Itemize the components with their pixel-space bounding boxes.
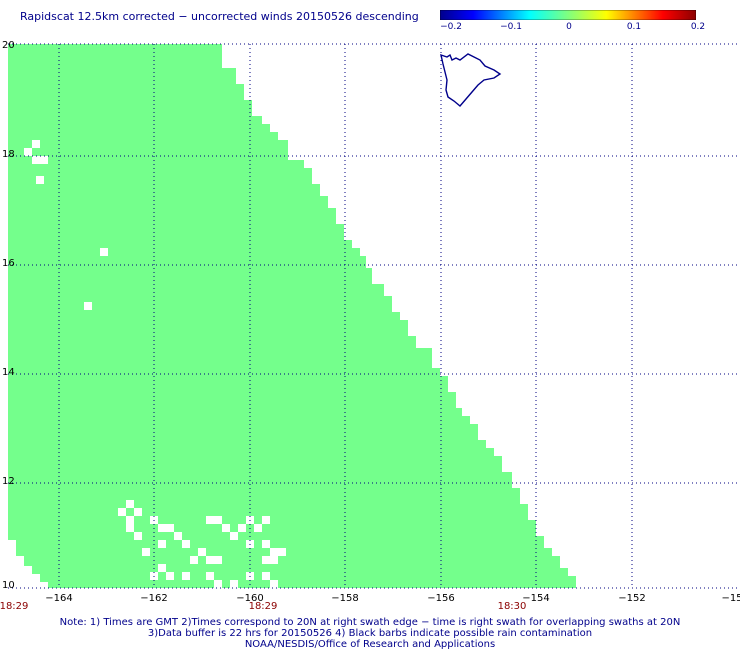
lon-tick-label: −15 [721, 593, 740, 604]
swath-area [8, 44, 576, 588]
missing-data-cell [214, 556, 222, 564]
swath-time-label: 18:30 [497, 601, 527, 612]
missing-data-cell [126, 516, 134, 524]
missing-data-cell [36, 176, 44, 184]
lon-tick-label: −162 [140, 593, 168, 604]
colorbar-label: 0 [566, 22, 572, 32]
missing-data-cell [198, 548, 206, 556]
lat-tick-label: 18 [2, 149, 15, 160]
missing-data-cell [230, 580, 238, 588]
note-line-3: NOAA/NESDIS/Office of Research and Appli… [244, 639, 496, 650]
missing-data-cell [40, 156, 48, 164]
missing-data-cell [142, 548, 150, 556]
missing-data-cell [134, 508, 142, 516]
missing-data-cell [32, 140, 40, 148]
missing-data-cell [230, 532, 238, 540]
missing-data-cell [238, 524, 246, 532]
missing-data-cell [206, 556, 214, 564]
lon-tick-label: −164 [45, 593, 73, 604]
missing-data-cell [182, 540, 190, 548]
colorbar-label: 0.2 [690, 22, 706, 32]
lat-lon-grid [8, 43, 740, 589]
missing-data-cell [206, 572, 214, 580]
missing-data-cell [214, 516, 222, 524]
missing-data-cell [182, 572, 190, 580]
lon-tick-label: −160 [236, 593, 264, 604]
missing-data-cell [254, 524, 262, 532]
colorbar-label: 0.1 [626, 22, 642, 32]
missing-data-cell [262, 540, 270, 548]
missing-data-cell [126, 500, 134, 508]
missing-data-cell [222, 524, 230, 532]
missing-data-cell [158, 524, 166, 532]
lat-tick-label: 12 [2, 476, 15, 487]
lat-tick-label: 10 [2, 580, 15, 591]
lon-tick-label: −158 [331, 593, 359, 604]
missing-data-cell [100, 248, 108, 256]
wind-difference-swath [8, 44, 576, 588]
missing-data-cell [270, 548, 278, 556]
missing-data-cell [158, 540, 166, 548]
missing-data-cell [134, 532, 142, 540]
lat-tick-label: 20 [2, 40, 15, 51]
missing-data-cell [262, 572, 270, 580]
missing-data-cell [166, 524, 174, 532]
missing-data-cell [24, 148, 32, 156]
colorbar [440, 10, 696, 20]
lon-tick-label: −156 [427, 593, 455, 604]
missing-data-cell [214, 580, 222, 588]
missing-data-cell [118, 508, 126, 516]
missing-data-cell [190, 556, 198, 564]
lon-tick-label: −152 [618, 593, 646, 604]
swath-gap [8, 582, 48, 588]
missing-data-cell [262, 556, 270, 564]
missing-data-cell [270, 556, 278, 564]
missing-data-cell [126, 524, 134, 532]
colorbar-label: −0.2 [440, 22, 462, 32]
note-line-1: Note: 1) Times are GMT 2)Times correspon… [59, 617, 681, 628]
colorbar-label: −0.1 [500, 22, 522, 32]
lat-tick-label: 16 [2, 258, 15, 269]
missing-data-cell [206, 516, 214, 524]
missing-data-cell [174, 532, 182, 540]
map-title: Rapidscat 12.5km corrected − uncorrected… [20, 10, 419, 23]
missing-data-cell [84, 302, 92, 310]
swath-time-label: 18:29 [0, 601, 29, 612]
missing-data-cell [270, 580, 278, 588]
note-line-2: 3)Data buffer is 22 hrs for 20150526 4) … [147, 628, 593, 639]
missing-data-cell [32, 156, 40, 164]
hawaii-coastline [440, 53, 502, 107]
lat-tick-label: 14 [2, 367, 15, 378]
missing-data-cell [262, 516, 270, 524]
lon-tick-label: −154 [522, 593, 550, 604]
missing-data-cell [158, 564, 166, 572]
swath-time-label: 18:29 [248, 601, 278, 612]
missing-data-cell [278, 548, 286, 556]
missing-data-cell [166, 572, 174, 580]
